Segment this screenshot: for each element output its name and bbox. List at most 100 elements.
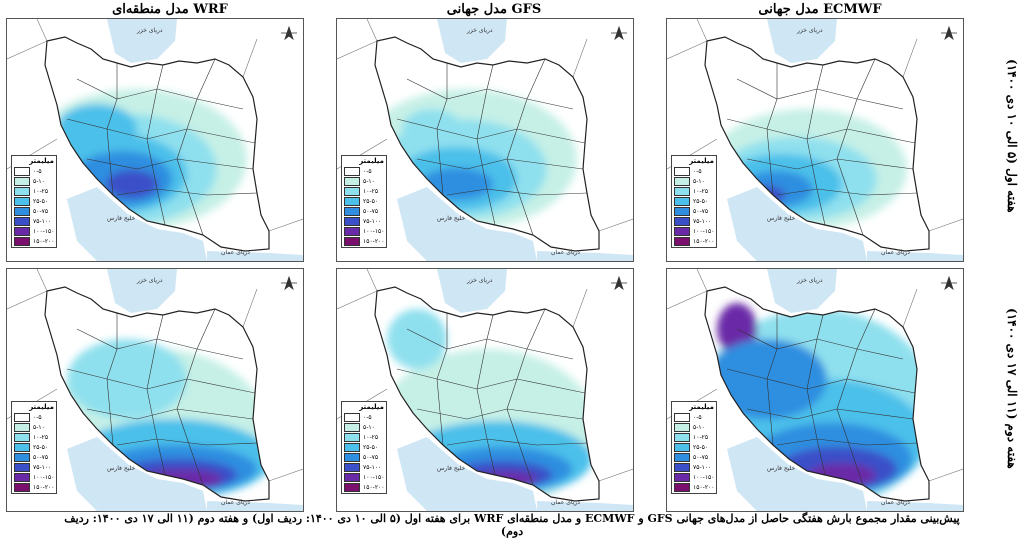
legend-swatch: [344, 462, 360, 472]
oman-sea: [207, 501, 303, 511]
column-title-wrf: مدل منطقه‌ای WRF: [112, 2, 228, 17]
legend-swatch: [344, 166, 360, 176]
province-borders: [66, 308, 258, 486]
legend-item: ۵۰-۷۵: [674, 452, 714, 462]
legend-item: ۷۵-۱۰۰: [674, 216, 714, 226]
iran-border: [44, 286, 270, 502]
legend-swatch: [344, 452, 360, 462]
legend-item: ۱۰-۲۵: [14, 186, 54, 196]
north-arrow-icon: [611, 275, 627, 291]
legend-title: میلیمتر: [29, 403, 54, 411]
north-arrow-icon: [941, 25, 957, 41]
legend-swatch: [344, 226, 360, 236]
legend-label: ۰-۵: [33, 167, 42, 175]
legend: میلیمتر ۰-۵ ۵-۱۰ ۱۰-۲۵ ۲۵-۵۰ ۵۰-۷۵ ۷۵-۱۰۰ ۱۰۰-۱…: [11, 401, 57, 494]
legend-label: ۷۵-۱۰۰: [363, 217, 382, 225]
legend-label: ۱۵۰-۲۰۰: [693, 237, 715, 245]
legend-item: ۷۵-۱۰۰: [14, 462, 54, 472]
legend-label: ۱۰۰-۱۵۰: [363, 227, 385, 235]
legend-swatch: [14, 442, 30, 452]
legend-label: ۲۵-۵۰: [693, 443, 709, 451]
legend-label: ۲۵-۵۰: [33, 443, 49, 451]
legend-item: ۱۵۰-۲۰۰: [14, 236, 55, 246]
legend-item: ۱۰-۲۵: [674, 186, 714, 196]
legend-swatch: [14, 236, 30, 246]
legend-label: ۵۰-۷۵: [363, 207, 379, 215]
legend-label: ۱۰-۲۵: [33, 433, 49, 441]
legend-label: ۱۰۰-۱۵۰: [693, 473, 715, 481]
province-borders: [726, 308, 918, 486]
legend-item: ۱۵۰-۲۰۰: [674, 482, 715, 492]
legend-label: ۱۰۰-۱۵۰: [693, 227, 715, 235]
legend-swatch: [674, 472, 690, 482]
map-panel-wrf-week2: دریای خزر خلیج فارس دریای عمان میلیمتر ۰-۵ ۵-…: [6, 268, 304, 512]
legend-item: ۵۰-۷۵: [674, 206, 714, 216]
legend-label: ۵-۱۰: [33, 177, 45, 185]
precipitation-map: [7, 19, 303, 261]
legend-item: ۰-۵: [674, 412, 714, 422]
legend-label: ۲۵-۵۰: [363, 197, 379, 205]
legend-label: ۱۰۰-۱۵۰: [363, 473, 385, 481]
legend-label: ۱۰-۲۵: [363, 433, 379, 441]
legend-item: ۱۰-۲۵: [674, 432, 714, 442]
oman-sea-label: دریای عمان: [881, 249, 910, 256]
oman-sea: [537, 251, 633, 261]
legend-label: ۵-۱۰: [693, 423, 705, 431]
legend: میلیمتر ۰-۵ ۵-۱۰ ۱۰-۲۵ ۲۵-۵۰ ۵۰-۷۵ ۷۵-۱۰۰ ۱۰۰-۱…: [341, 155, 387, 248]
iran-border: [704, 36, 930, 252]
legend-item: ۷۵-۱۰۰: [14, 216, 54, 226]
legend-item: ۱۰۰-۱۵۰: [674, 472, 715, 482]
caspian-sea-label: دریای خزر: [137, 27, 163, 34]
legend-label: ۷۵-۱۰۰: [363, 463, 382, 471]
legend-swatch: [344, 236, 360, 246]
legend-label: ۱۵۰-۲۰۰: [363, 483, 385, 491]
legend-label: ۵-۱۰: [693, 177, 705, 185]
legend-label: ۲۵-۵۰: [693, 197, 709, 205]
caspian-sea-label: دریای خزر: [467, 27, 493, 34]
legend-item: ۷۵-۱۰۰: [674, 462, 714, 472]
legend-label: ۱۰-۲۵: [363, 187, 379, 195]
province-borders: [66, 58, 258, 236]
iran-border: [374, 36, 600, 252]
legend-label: ۵۰-۷۵: [33, 207, 49, 215]
legend-label: ۷۵-۱۰۰: [33, 217, 52, 225]
legend-title: میلیمتر: [689, 403, 714, 411]
legend-item: ۵-۱۰: [14, 422, 54, 432]
legend-item: ۵-۱۰: [674, 422, 714, 432]
legend-item: ۱۰۰-۱۵۰: [344, 226, 385, 236]
oman-sea: [207, 251, 303, 261]
legend-swatch: [14, 196, 30, 206]
legend-item: ۱۰۰-۱۵۰: [14, 472, 55, 482]
iran-border: [704, 286, 930, 502]
legend-swatch: [344, 442, 360, 452]
row-title-week1: هفته اول (۵ الی ۱۰ دی ۱۴۰۰): [1005, 59, 1019, 213]
legend-swatch: [344, 482, 360, 492]
legend-label: ۰-۵: [363, 413, 372, 421]
legend-label: ۵۰-۷۵: [693, 207, 709, 215]
legend-item: ۲۵-۵۰: [674, 442, 714, 452]
legend-label: ۵-۱۰: [363, 423, 375, 431]
legend-item: ۵۰-۷۵: [344, 206, 384, 216]
legend-item: ۱۰-۲۵: [344, 432, 384, 442]
iran-border: [44, 36, 270, 252]
legend-item: ۵۰-۷۵: [14, 452, 54, 462]
persian-gulf-label: خلیج فارس: [767, 465, 796, 472]
persian-gulf: [67, 437, 207, 511]
legend-label: ۵۰-۷۵: [33, 453, 49, 461]
caspian-sea-label: دریای خزر: [797, 27, 823, 34]
legend-item: ۰-۵: [674, 166, 714, 176]
legend-label: ۷۵-۱۰۰: [693, 463, 712, 471]
north-arrow-icon: [281, 25, 297, 41]
legend-label: ۷۵-۱۰۰: [693, 217, 712, 225]
legend-swatch: [14, 462, 30, 472]
map-panel-gfs-week1: دریای خزر خلیج فارس دریای عمان میلیمتر ۰-۵ ۵-…: [336, 18, 634, 262]
legend-swatch: [674, 176, 690, 186]
legend: میلیمتر ۰-۵ ۵-۱۰ ۱۰-۲۵ ۲۵-۵۰ ۵۰-۷۵ ۷۵-۱۰۰ ۱۰۰-۱…: [671, 155, 717, 248]
caspian-sea: [767, 19, 837, 63]
caspian-sea: [767, 269, 837, 313]
legend-swatch: [674, 422, 690, 432]
oman-sea: [867, 501, 963, 511]
legend-item: ۰-۵: [14, 166, 54, 176]
iran-border: [374, 286, 600, 502]
precipitation-map: [337, 269, 633, 511]
